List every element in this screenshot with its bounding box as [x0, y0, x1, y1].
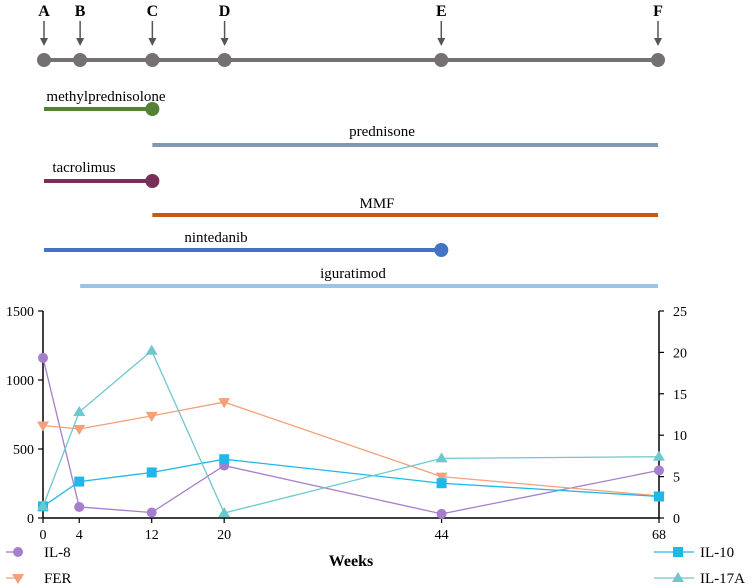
legend-marker	[12, 574, 24, 584]
drug-label: prednisone	[349, 124, 415, 140]
drug-end-dot	[145, 174, 160, 188]
drug-label: MMF	[359, 196, 394, 212]
timepoint-dot	[145, 53, 160, 67]
series-line	[42, 349, 660, 514]
timepoint-arrow-head	[40, 38, 48, 46]
left-tick-label: 500	[13, 443, 34, 458]
drug-label: methylprednisolone	[46, 89, 165, 105]
series-il-10	[38, 454, 664, 512]
drug-bar-tacrolimus: tacrolimus	[44, 160, 160, 188]
drug-end-dot	[434, 243, 449, 257]
drug-label: nintedanib	[184, 230, 247, 246]
series-il-8	[38, 352, 664, 519]
drug-label: iguratimod	[320, 266, 386, 282]
right-tick-label: 0	[673, 512, 680, 527]
data-point	[654, 465, 664, 476]
data-point	[146, 467, 157, 478]
timepoint-arrow-head	[76, 38, 85, 46]
right-tick-label: 20	[673, 346, 687, 361]
x-tick-label: 4	[76, 528, 83, 543]
data-point	[73, 424, 86, 435]
series-fer	[37, 398, 665, 502]
x-tick-label: 20	[217, 528, 231, 543]
legend-label: FER	[44, 571, 72, 587]
right-tick-label: 5	[673, 471, 680, 486]
legend-marker	[13, 547, 23, 557]
right-tick-label: 25	[673, 305, 687, 320]
legend-label: IL-17A	[700, 571, 745, 587]
series-line	[42, 401, 660, 497]
data-point	[74, 501, 85, 512]
data-point	[436, 478, 447, 489]
data-point	[218, 507, 231, 518]
x-tick-label: 44	[435, 528, 449, 543]
left-tick-label: 0	[27, 512, 34, 527]
drug-bar-methylprednisolone: methylprednisolone	[44, 89, 166, 116]
timepoint-arrow-head	[437, 38, 446, 46]
right-tick-label: 10	[673, 429, 687, 444]
cytokine-chart: 0 500 1000 1500 0 5 10 15 20 25 0 4 12 20 44 68 Weeks	[6, 305, 687, 570]
data-point	[653, 450, 665, 461]
data-point	[654, 491, 664, 502]
left-tick-label: 1500	[6, 305, 34, 320]
series-line	[42, 458, 660, 507]
data-point	[74, 476, 85, 487]
timepoint-label-b: B	[75, 3, 86, 20]
data-point	[145, 344, 158, 355]
drug-bar-nintedanib: nintedanib	[44, 230, 449, 257]
data-point	[146, 507, 157, 518]
legend-marker	[672, 572, 684, 582]
x-tick-label: 0	[40, 528, 47, 543]
legend-label: IL-8	[44, 545, 71, 561]
data-point	[435, 452, 448, 463]
legend-item-il-8: IL-8	[6, 545, 71, 561]
right-tick-label: 15	[673, 388, 687, 403]
drug-bar-prednisone: prednisone	[152, 124, 658, 147]
data-point	[37, 421, 49, 432]
drug-bar-iguratimod: iguratimod	[80, 266, 658, 288]
data-point	[218, 398, 231, 409]
left-tick-label: 1000	[6, 374, 34, 389]
series-il-17a	[37, 344, 665, 518]
timepoint-arrow-head	[148, 38, 157, 46]
timepoint-dot	[434, 53, 449, 67]
data-point	[37, 500, 49, 511]
data-point	[73, 406, 86, 417]
x-tick-label: 68	[652, 528, 666, 543]
series-line	[42, 357, 660, 515]
timepoint-label-d: D	[219, 3, 231, 20]
drug-end-dot	[145, 102, 160, 116]
data-point	[436, 508, 447, 519]
x-tick-label: 12	[145, 528, 159, 543]
legend-item-il-17a: IL-17A	[654, 571, 745, 587]
timepoint-label-f: F	[653, 3, 663, 20]
timepoint-dot	[217, 53, 232, 67]
timepoint-label-e: E	[436, 3, 447, 20]
timepoint-dot	[37, 53, 51, 67]
data-point	[435, 472, 448, 483]
legend: IL-8 FER IL-10 IL-17A	[6, 545, 745, 587]
timepoint-arrow-head	[220, 38, 229, 46]
timepoint-arrow-head	[654, 38, 662, 46]
drug-bar-mmf: MMF	[152, 196, 658, 217]
legend-marker	[673, 547, 683, 557]
timepoint-dot	[73, 53, 88, 67]
data-point	[219, 454, 230, 465]
legend-item-il-10: IL-10	[654, 545, 734, 561]
timepoint-dot	[651, 53, 665, 67]
drug-label: tacrolimus	[52, 160, 115, 176]
data-point	[38, 352, 48, 363]
timepoint-label-c: C	[147, 3, 159, 20]
legend-item-fer: FER	[6, 571, 72, 587]
legend-label: IL-10	[700, 545, 734, 561]
data-point	[145, 411, 158, 422]
x-axis-title: Weeks	[329, 553, 373, 570]
timepoint-label-a: A	[38, 3, 50, 20]
